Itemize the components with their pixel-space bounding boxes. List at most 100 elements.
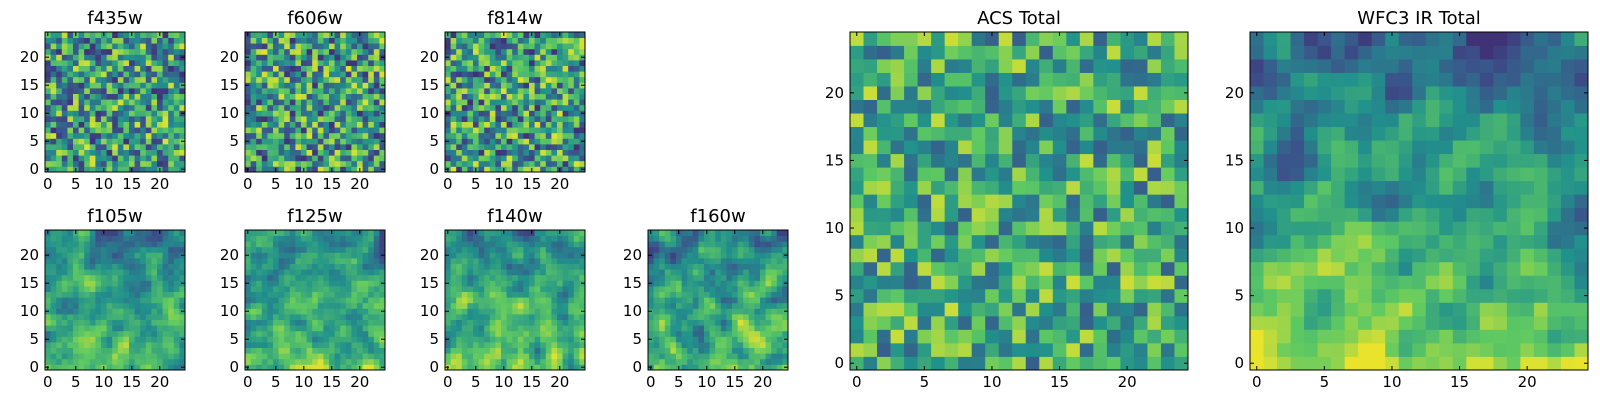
heatmap-cell — [45, 302, 51, 309]
heatmap-cell — [998, 342, 1013, 357]
heatmap-cell — [256, 230, 263, 236]
heatmap-cell — [534, 319, 541, 326]
heatmap-cell — [534, 258, 541, 264]
heatmap-cell — [112, 291, 119, 298]
heatmap-cell — [312, 121, 319, 128]
heatmap-cell — [501, 235, 507, 242]
heatmap-cell — [931, 180, 946, 195]
heatmap-cell — [529, 297, 535, 304]
y-tick-label: 15 — [420, 274, 439, 292]
heatmap-cell — [573, 132, 580, 139]
heatmap-cell — [162, 336, 169, 343]
heatmap-cell — [1093, 329, 1108, 344]
heatmap-cell — [478, 342, 485, 348]
heatmap-cell — [329, 286, 335, 292]
heatmap-cell — [1066, 315, 1081, 330]
heatmap-cell — [529, 235, 535, 242]
heatmap-cell — [168, 358, 175, 365]
heatmap-cell — [692, 319, 699, 326]
heatmap-cell — [45, 127, 51, 134]
heatmap-cell — [78, 230, 85, 236]
heatmap-cell — [168, 342, 175, 348]
heatmap-cell — [579, 99, 586, 106]
heatmap-cell — [168, 104, 175, 111]
heatmap-cell — [732, 353, 738, 360]
heatmap-cell — [568, 319, 575, 326]
heatmap-cell — [334, 308, 341, 315]
heatmap-cell — [1039, 221, 1054, 236]
heatmap-cell — [551, 291, 558, 298]
heatmap-cell — [78, 116, 85, 122]
heatmap-cell — [312, 116, 319, 122]
heatmap-cell — [168, 330, 175, 337]
heatmap-cell — [573, 364, 580, 371]
heatmap-cell — [506, 88, 513, 94]
heatmap-cell — [256, 269, 263, 276]
heatmap-cell — [67, 291, 74, 298]
heatmap-cell — [106, 286, 113, 292]
heatmap-cell — [95, 274, 102, 281]
heatmap-cell — [687, 274, 694, 281]
x-tick-label: 0 — [443, 373, 453, 391]
heatmap-cell — [134, 291, 141, 298]
heatmap-cell — [379, 269, 386, 276]
heatmap-cell — [461, 347, 468, 354]
heatmap-cell — [562, 132, 569, 139]
heatmap-cell — [648, 319, 654, 326]
heatmap-cell — [506, 160, 513, 167]
heatmap-cell — [301, 149, 307, 156]
heatmap-cell — [78, 93, 85, 100]
heatmap-cell — [754, 291, 761, 298]
heatmap-cell — [850, 288, 864, 303]
heatmap-cell — [140, 342, 147, 348]
heatmap-cell — [84, 155, 91, 162]
heatmap-cell — [306, 246, 313, 253]
heatmap-cell — [351, 144, 358, 150]
heatmap-cell — [340, 138, 347, 145]
heatmap-cell — [179, 43, 186, 50]
heatmap-cell — [545, 280, 552, 287]
heatmap-cell — [944, 342, 959, 357]
heatmap-cell — [495, 286, 502, 292]
heatmap-cell — [568, 82, 575, 89]
heatmap-cell — [295, 127, 302, 134]
heatmap-cell — [737, 314, 744, 320]
heatmap-cell — [61, 230, 68, 236]
heatmap-cell — [562, 116, 569, 122]
heatmap-cell — [140, 144, 147, 150]
heatmap-cell — [317, 48, 324, 55]
heatmap-cell — [140, 93, 147, 100]
heatmap-cell — [162, 342, 169, 348]
heatmap-cell — [151, 48, 158, 55]
heatmap-cell — [456, 155, 463, 162]
heatmap-cell — [573, 286, 580, 292]
heatmap-cell — [551, 82, 558, 89]
heatmap-cell — [456, 138, 463, 145]
heatmap-cell — [489, 358, 496, 365]
heatmap-cell — [760, 280, 766, 287]
heatmap-cell — [726, 280, 733, 287]
heatmap-cell — [512, 144, 519, 150]
heatmap-cell — [484, 43, 491, 50]
heatmap-cell — [456, 308, 463, 315]
heatmap-cell — [573, 291, 580, 298]
heatmap-cell — [495, 330, 502, 337]
heatmap-cell — [267, 330, 274, 337]
heatmap-cell — [456, 241, 463, 248]
heatmap-cell — [289, 263, 296, 270]
heatmap-cell — [73, 48, 79, 55]
heatmap-cell — [1066, 153, 1081, 168]
heatmap-cell — [568, 291, 575, 298]
heatmap-cell — [698, 241, 705, 248]
heatmap-cell — [317, 235, 324, 242]
heatmap-cell — [534, 358, 541, 365]
heatmap-cell — [484, 37, 491, 44]
heatmap-cell — [1174, 180, 1189, 195]
heatmap-cell — [289, 116, 296, 122]
heatmap-cell — [73, 71, 79, 78]
heatmap-cell — [123, 127, 130, 134]
heatmap-cell — [568, 160, 575, 167]
heatmap-cell — [50, 330, 57, 337]
heatmap-cell — [379, 325, 386, 332]
heatmap-cell — [709, 258, 716, 264]
